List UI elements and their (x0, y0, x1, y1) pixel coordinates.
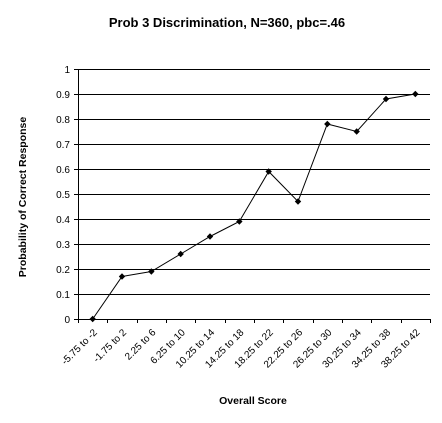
y-tick-label: 0 (64, 315, 70, 326)
data-point (294, 198, 302, 205)
data-point (177, 250, 184, 258)
y-tick-labels: 0 0.1 0.2 0.3 0.4 0.5 0.6 0.7 0.8 0.9 1 (56, 65, 70, 326)
y-tick-label: 0.1 (56, 290, 70, 301)
data-point (118, 273, 126, 280)
data-point (265, 168, 272, 175)
x-tick-labels: -5.75 to -2-1.75 to 22.25 to 66.25 to 10… (60, 327, 423, 370)
data-point (353, 128, 360, 135)
y-tick-label: 0.7 (56, 140, 70, 151)
x-axis-title: Overall Score (219, 395, 287, 407)
data-point (206, 233, 214, 240)
y-tick-label: 0.2 (56, 265, 70, 276)
x-tick-label: -5.75 to -2 (60, 327, 100, 367)
y-tick-label: 0.6 (56, 165, 70, 176)
chart-title: Prob 3 Discrimination, N=360, pbc=.46 (109, 15, 345, 30)
y-tick-label: 0.9 (56, 90, 70, 101)
data-point (324, 120, 331, 128)
series (89, 90, 419, 323)
data-point (148, 268, 155, 275)
series-line (92, 93, 416, 320)
axes (74, 69, 431, 323)
y-tick-label: 0.3 (56, 240, 70, 251)
gridlines (78, 69, 430, 295)
y-tick-label: 0.8 (56, 115, 70, 126)
data-point (89, 315, 96, 323)
y-tick-label: 0.5 (56, 190, 70, 201)
y-tick-label: 0.4 (56, 215, 70, 226)
y-tick-label: 1 (64, 65, 70, 76)
data-point (382, 95, 390, 103)
data-point (412, 90, 419, 98)
y-axis-title: Probability of Correct Response (17, 117, 29, 278)
data-point (236, 218, 243, 225)
